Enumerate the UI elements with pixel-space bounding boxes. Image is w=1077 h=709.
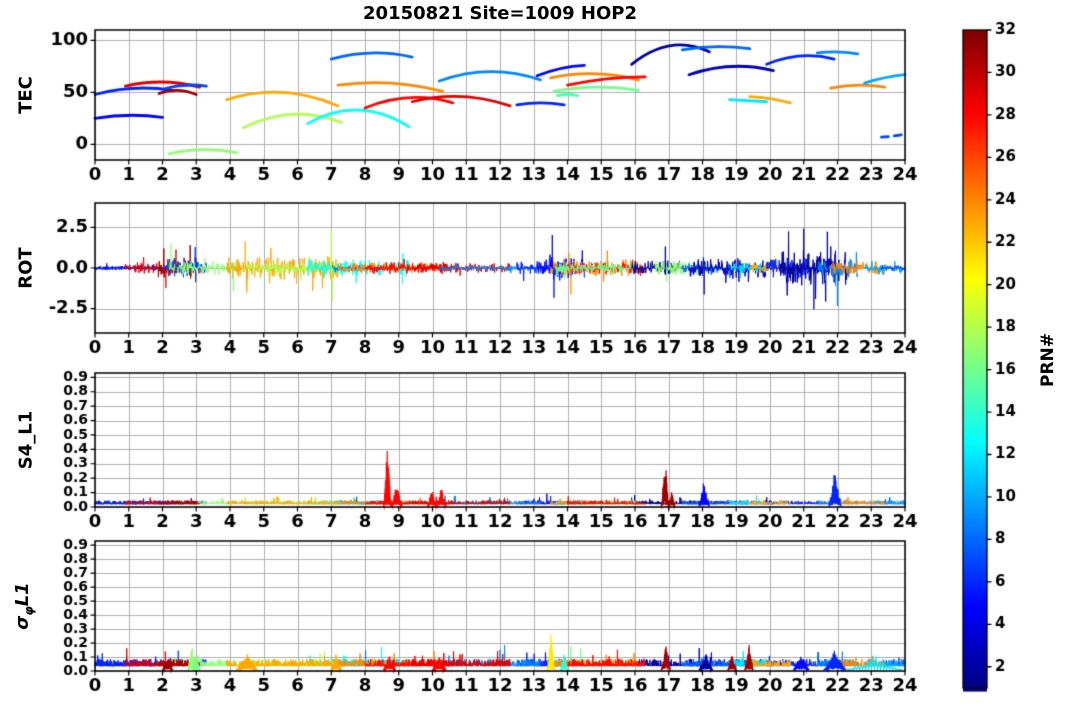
chart-title: 20150821 Site=1009 HOP2 [363,3,637,24]
sigma-l1-suffix: L1 [12,582,34,607]
phi-subscript: φ [21,606,36,616]
s4-axis-label: S4_L1 [15,410,37,470]
sigma-phi-axis-label: σφL1 [12,582,36,629]
tec-axis-label: TEC [15,76,37,114]
sigma-symbol: σ [12,615,34,630]
rot-axis-label: ROT [15,247,37,289]
colorbar-label: PRN# [1038,332,1058,388]
